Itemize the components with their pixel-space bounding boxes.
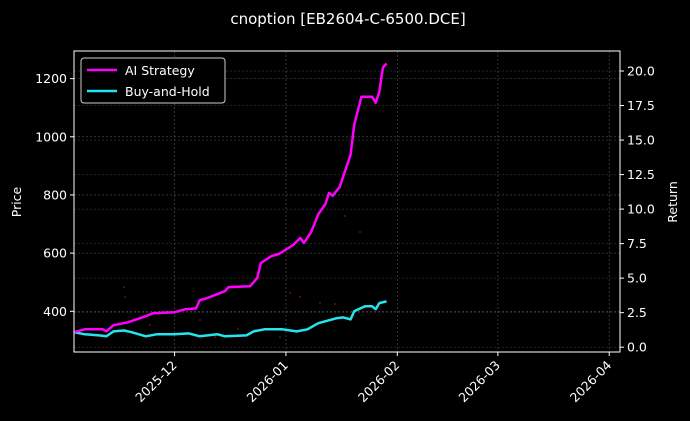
legend-label-buy-and-hold: Buy-and-Hold	[125, 84, 210, 99]
trade-marker	[299, 296, 301, 298]
trade-marker	[149, 324, 151, 326]
trade-marker	[334, 303, 336, 305]
trade-marker	[237, 328, 239, 330]
series-lines	[73, 62, 388, 338]
trade-marker	[319, 302, 321, 304]
trade-marker	[124, 296, 126, 298]
trade-marker	[374, 139, 376, 141]
right-tick-label: 7.5	[627, 236, 647, 251]
trade-marker	[123, 286, 125, 288]
series-line-ai-strategy	[73, 62, 388, 334]
trade-marker	[279, 336, 281, 338]
trade-marker	[359, 231, 361, 233]
right-tick-label: 10.0	[627, 202, 655, 217]
right-tick-label: 12.5	[627, 167, 655, 182]
right-tick-label: 0.0	[627, 340, 647, 355]
plot-frame	[73, 50, 621, 353]
legend-label-ai-strategy: AI Strategy	[125, 63, 195, 78]
left-tick-label: 800	[43, 187, 67, 202]
grid-lines	[74, 51, 620, 352]
right-tick-label: 17.5	[627, 98, 655, 113]
left-axis-label: Price	[9, 186, 24, 217]
right-y-axis: 0.0 2.5 5.0 7.5 10.0 12.5 15.0 17.5 20.0	[620, 64, 655, 355]
series-line-buy-and-hold	[73, 300, 387, 338]
right-tick-label: 20.0	[627, 64, 655, 79]
trade-marker	[289, 292, 291, 294]
trade-marker	[199, 319, 201, 321]
right-tick-label: 2.5	[627, 305, 647, 320]
right-tick-label: 15.0	[627, 133, 655, 148]
trade-marker	[214, 336, 216, 338]
left-tick-label: 400	[43, 304, 67, 319]
left-tick-label: 1000	[35, 129, 67, 144]
left-tick-label: 1200	[35, 71, 67, 86]
right-tick-label: 5.0	[627, 271, 647, 286]
left-y-axis: 400 600 800 1000 1200	[35, 71, 74, 319]
right-axis-label: Return	[665, 181, 680, 222]
chart-title: cnoption [EB2604-C-6500.DCE]	[230, 10, 465, 28]
legend: AI Strategy Buy-and-Hold	[80, 57, 226, 104]
trade-marker	[344, 215, 346, 217]
left-tick-label: 600	[43, 246, 67, 261]
